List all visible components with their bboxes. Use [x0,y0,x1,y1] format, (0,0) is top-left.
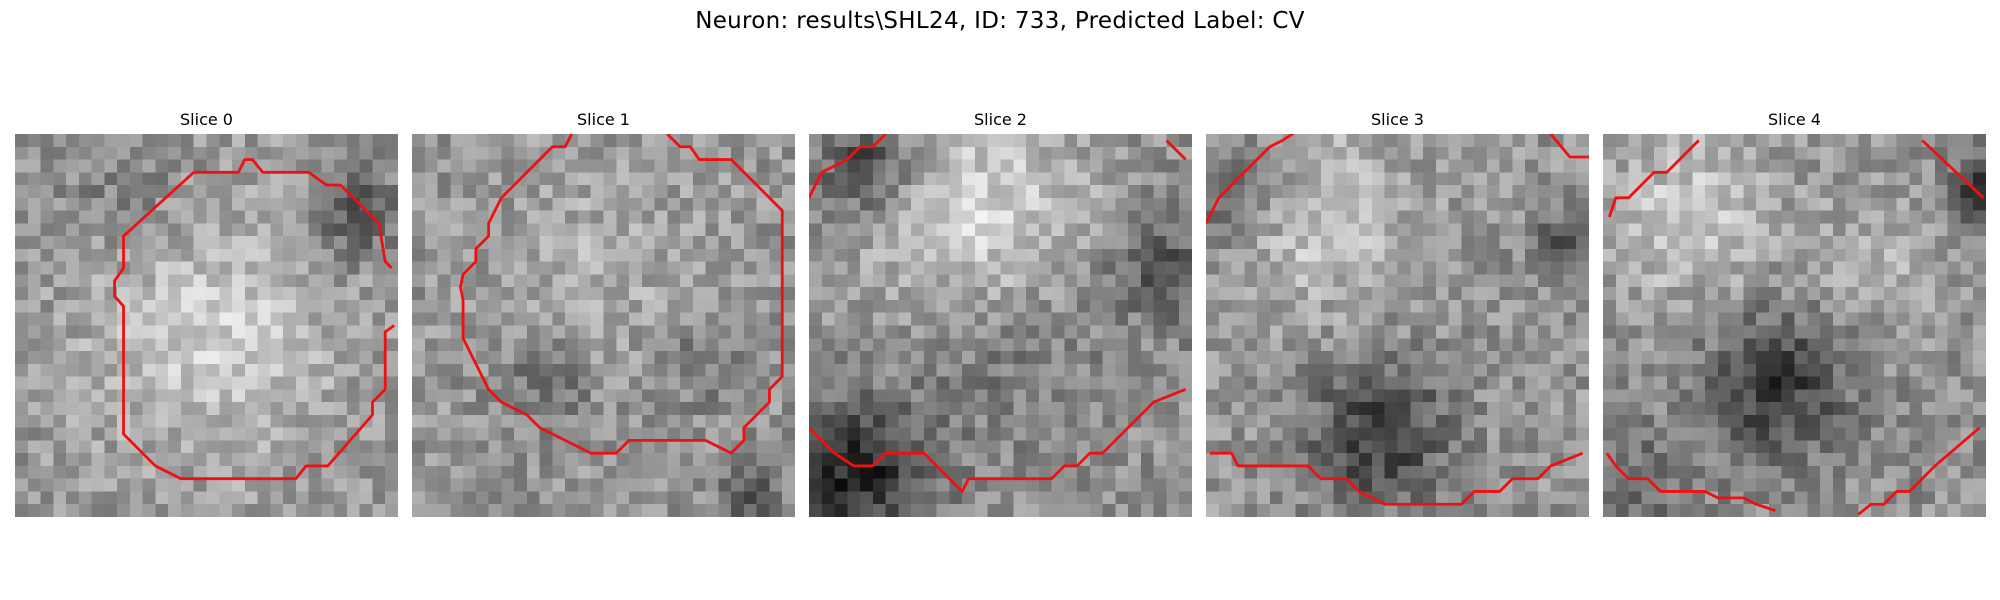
slice-image-0 [15,134,398,517]
slice-title-1: Slice 1 [577,110,630,129]
contour-line [193,158,393,270]
slice-title-2: Slice 2 [974,110,1027,129]
contour-line [1921,139,1985,199]
slice-image-1 [412,134,795,517]
slice-title-0: Slice 0 [180,110,233,129]
contour-line [1165,139,1187,161]
contour-line [1857,426,1981,516]
contour-line [1608,139,1700,218]
contour-line [1209,451,1584,506]
figure-title: Neuron: results\SHL24, ID: 733, Predicte… [695,8,1305,34]
contour-line [113,171,395,481]
slice-title-3: Slice 3 [1371,110,1424,129]
slice-title-4: Slice 4 [1768,110,1821,129]
contour-line [1206,134,1295,224]
contour-line [1605,452,1776,512]
contour-line [459,134,784,455]
contour-line [809,388,1187,493]
contour-line [1549,134,1589,159]
contour-line [809,134,887,199]
slice-image-2 [809,134,1192,517]
slice-image-4 [1603,134,1986,517]
slice-image-3 [1206,134,1589,517]
